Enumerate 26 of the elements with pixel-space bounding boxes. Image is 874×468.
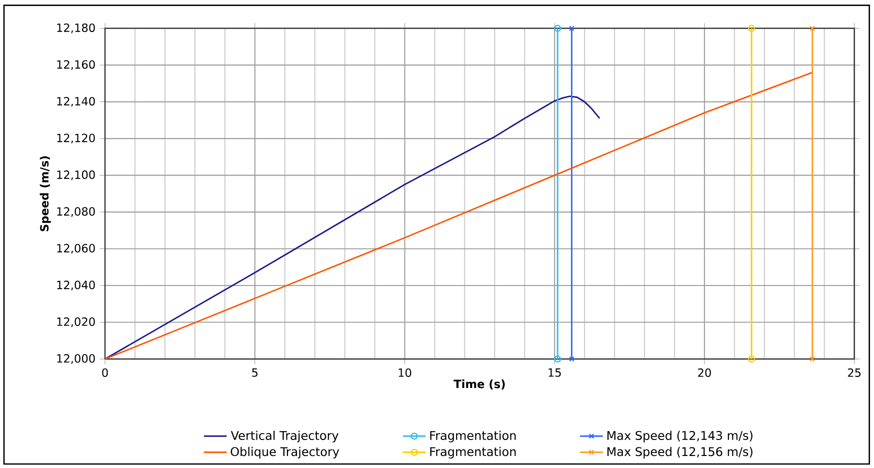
y-tick-label: 12,180 xyxy=(57,23,95,34)
y-tick-label: 12,120 xyxy=(57,134,95,144)
x-tick-label: 0 xyxy=(102,368,108,377)
y-tick-label: 12,000 xyxy=(57,354,95,364)
y-tick-label: 12,080 xyxy=(57,207,95,217)
y-tick-label: 12,060 xyxy=(57,244,95,254)
line-series xyxy=(104,96,600,360)
legend-label: Fragmentation xyxy=(430,446,516,458)
y-axis-title: Speed (m/s) xyxy=(40,156,51,232)
legend-label: Oblique Trajectory xyxy=(230,446,340,458)
x-tick-label: 25 xyxy=(848,368,861,377)
line-series xyxy=(104,72,814,360)
legend-label: Vertical Trajectory xyxy=(230,430,338,442)
y-tick-label: 12,100 xyxy=(57,170,95,180)
x-tick-label: 15 xyxy=(548,368,561,377)
x-tick-label: 20 xyxy=(698,368,711,377)
legend-label: Max Speed (12,143 m/s) xyxy=(607,430,752,442)
y-tick-label: 12,040 xyxy=(57,280,95,290)
x-tick-label: 10 xyxy=(398,368,412,377)
x-axis-title: Time (s) xyxy=(454,379,505,390)
y-tick-label: 12,020 xyxy=(57,317,95,328)
y-tick-label: 12,160 xyxy=(57,60,95,70)
legend-label: Max Speed (12,156 m/s) xyxy=(607,446,752,458)
x-tick-label: 5 xyxy=(252,368,258,377)
y-tick-label: 12,140 xyxy=(57,96,95,107)
legend-label: Fragmentation xyxy=(430,430,516,442)
